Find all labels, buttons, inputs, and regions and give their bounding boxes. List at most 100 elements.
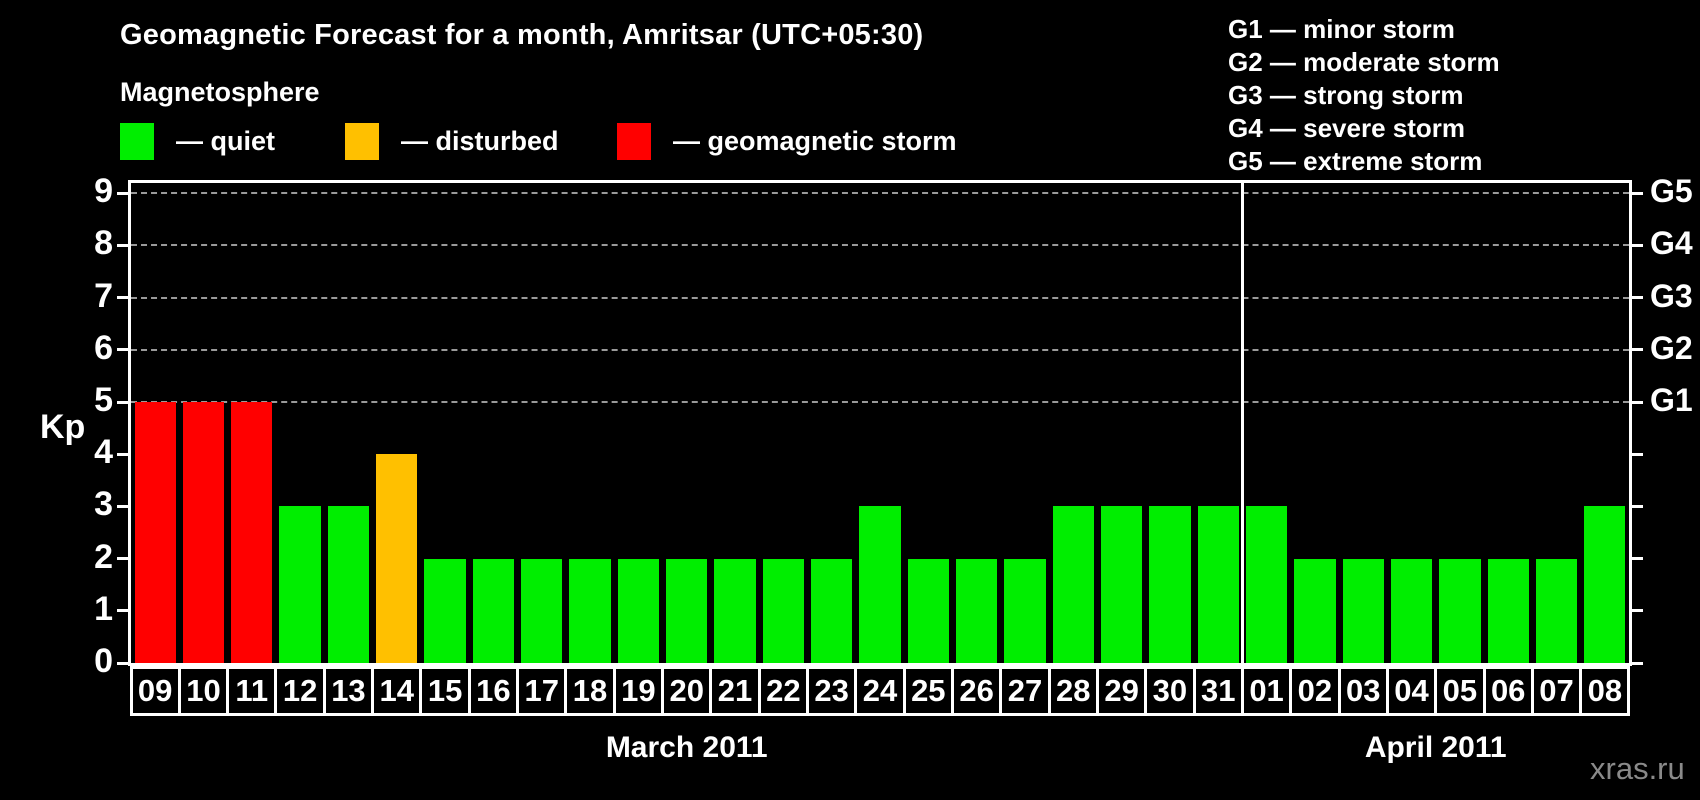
gridline-kp9	[131, 192, 1629, 195]
y-axis-tick-right-3	[1629, 504, 1643, 508]
kp-bar-day-30	[1149, 506, 1191, 663]
x-label-day-23: 23	[806, 666, 858, 716]
x-label-day-15: 15	[419, 666, 471, 716]
kp-bar-day-13	[327, 506, 370, 663]
x-label-day-05: 05	[1434, 666, 1486, 716]
y-axis-tick-right-5	[1629, 400, 1643, 404]
x-label-day-12: 12	[274, 666, 326, 716]
x-label-day-08: 08	[1579, 666, 1631, 716]
kp-bar-day-06	[1487, 558, 1529, 663]
y-axis-tick-left-8	[117, 243, 131, 247]
x-label-day-21: 21	[709, 666, 761, 716]
storm-color-swatch	[617, 122, 651, 160]
x-label-day-27: 27	[999, 666, 1051, 716]
kp-bar-day-04	[1390, 558, 1433, 663]
y-tick-label-4: 4	[94, 433, 113, 472]
x-label-day-13: 13	[322, 666, 375, 716]
kp-bar-day-20	[666, 558, 708, 663]
plot-area	[131, 183, 1629, 663]
g-legend-line-g5: G5 — extreme storm	[1228, 146, 1483, 176]
kp-bar-day-10	[182, 402, 225, 663]
g-scale-legend: G1 — minor storm G2 — moderate storm G3 …	[1228, 13, 1500, 178]
y-tick-label-7: 7	[94, 276, 113, 315]
kp-bar-day-21	[714, 558, 756, 663]
kp-bar-day-11	[231, 402, 273, 663]
x-label-day-19: 19	[612, 666, 665, 716]
g-legend-line-g3: G3 — strong storm	[1228, 80, 1464, 110]
kp-bar-day-29	[1100, 506, 1143, 663]
y-axis-tick-left-1	[117, 609, 131, 613]
x-label-day-11: 11	[226, 666, 278, 716]
disturbed-color-swatch	[345, 122, 379, 160]
x-label-day-07: 07	[1530, 666, 1583, 716]
y-axis-tick-right-6	[1629, 348, 1643, 352]
x-axis-label-row: 09 10 11 12 13 14 15 16 17 18 19 20 21 22 23 24 25 26 27 28…	[129, 666, 1631, 716]
y-axis-tick-left-2	[117, 557, 131, 561]
kp-bar-day-09	[134, 402, 176, 663]
g-legend-line-g4: G4 — severe storm	[1228, 113, 1466, 143]
kp-bar-day-16	[472, 558, 515, 663]
kp-bar-day-23	[811, 558, 853, 663]
x-label-day-29: 29	[1095, 666, 1148, 716]
x-label-day-31: 31	[1192, 666, 1244, 716]
x-label-day-10: 10	[177, 666, 230, 716]
x-label-day-30: 30	[1144, 666, 1196, 716]
kp-bar-day-05	[1439, 558, 1481, 663]
x-label-day-28: 28	[1047, 666, 1099, 716]
kp-bar-day-18	[569, 558, 611, 663]
x-label-day-20: 20	[661, 666, 713, 716]
y-axis-tick-right-0	[1629, 661, 1643, 665]
y-tick-label-2: 2	[94, 537, 113, 576]
legend-item-quiet: — quiet	[120, 122, 275, 160]
kp-bar-day-01	[1245, 506, 1288, 663]
x-label-day-06: 06	[1482, 666, 1534, 716]
legend-item-storm: — geomagnetic storm	[617, 122, 957, 160]
kp-bar-day-12	[279, 506, 321, 663]
legend-label-quiet: — quiet	[176, 125, 275, 156]
kp-bar-day-25	[907, 558, 949, 663]
x-label-day-22: 22	[757, 666, 809, 716]
kp-bar-day-14	[376, 454, 418, 663]
kp-bar-day-03	[1342, 558, 1384, 663]
gridline-kp7	[131, 296, 1629, 299]
x-label-day-25: 25	[902, 666, 954, 716]
g-axis-label-g2: G2	[1650, 329, 1693, 366]
y-axis-title-kp: Kp	[40, 408, 86, 446]
y-tick-label-5: 5	[94, 381, 113, 419]
kp-bar-day-17	[521, 558, 563, 663]
y-axis-tick-right-9	[1629, 191, 1643, 195]
magnetosphere-label: Magnetosphere	[120, 77, 320, 107]
gridline-kp6	[131, 348, 1629, 351]
x-label-day-16: 16	[467, 666, 520, 716]
kp-bar-day-28	[1052, 506, 1094, 663]
y-axis-tick-left-5	[117, 400, 131, 404]
y-tick-label-6: 6	[94, 328, 113, 367]
y-tick-label-0: 0	[94, 642, 113, 680]
y-axis-tick-right-4	[1629, 452, 1643, 456]
y-tick-label-9: 9	[94, 172, 113, 211]
y-tick-label-1: 1	[94, 589, 113, 628]
y-tick-label-3: 3	[94, 485, 113, 524]
g-axis-label-g5: G5	[1650, 173, 1693, 210]
kp-bar-day-02	[1294, 558, 1336, 663]
gridline-kp8	[131, 244, 1629, 247]
kp-bar-day-08	[1584, 506, 1626, 663]
g-legend-line-g2: G2 — moderate storm	[1228, 47, 1500, 77]
y-axis-tick-left-3	[117, 504, 131, 508]
x-label-day-14: 14	[371, 666, 423, 716]
x-label-day-18: 18	[564, 666, 616, 716]
watermark-xras: xras.ru	[1590, 751, 1685, 786]
month-separator-line	[1240, 183, 1244, 663]
y-axis-tick-right-1	[1629, 609, 1643, 613]
plot-frame	[128, 180, 1632, 666]
g-axis-label-g4: G4	[1650, 225, 1693, 262]
legend-label-storm: — geomagnetic storm	[673, 125, 957, 156]
kp-bar-day-31	[1197, 506, 1239, 663]
y-axis-tick-left-9	[117, 191, 131, 195]
x-label-day-09: 09	[129, 666, 181, 716]
x-label-day-01: 01	[1240, 666, 1293, 716]
month-label-april: April 2011	[1364, 731, 1507, 764]
chart-title: Geomagnetic Forecast for a month, Amrits…	[120, 19, 924, 51]
x-label-day-02: 02	[1289, 666, 1341, 716]
